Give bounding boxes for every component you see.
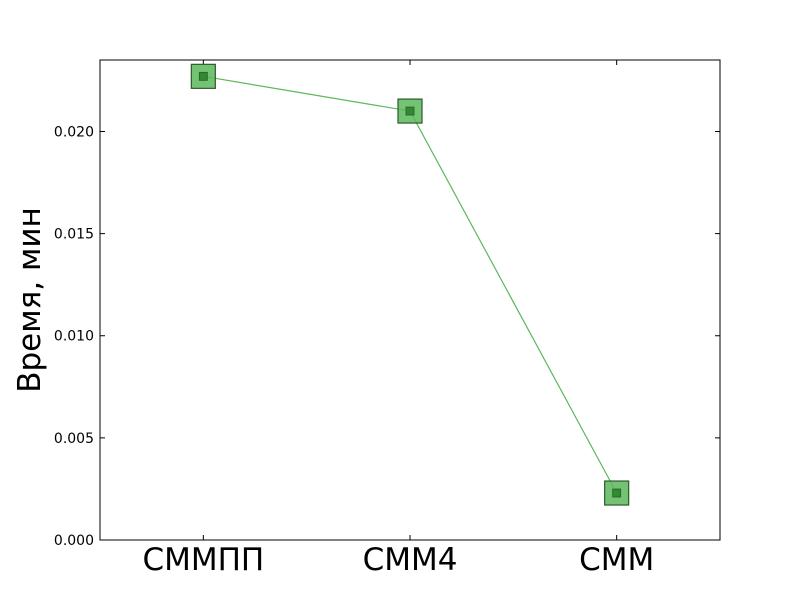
data-point-inner-marker: [612, 488, 622, 498]
x-axis-ticks: СММПП СММ4 СММ: [142, 60, 654, 578]
y-tick-label: 0.020: [54, 124, 94, 140]
y-tick-label: 0.000: [54, 533, 94, 549]
plot-frame: [99, 59, 721, 541]
x-tick-label: СММПП: [142, 542, 264, 578]
x-tick-label: СММ: [579, 542, 654, 578]
y-tick-label: 0.015: [54, 227, 94, 243]
series-group: [190, 63, 630, 506]
data-point-inner-marker: [198, 71, 208, 81]
data-point-inner-marker: [405, 106, 415, 116]
y-axis-ticks: 0.000 0.005 0.010 0.015 0.020: [54, 124, 720, 549]
y-tick-label: 0.010: [54, 329, 94, 345]
y-axis-label: Время, мин: [12, 207, 48, 393]
y-tick-label: 0.005: [54, 431, 94, 447]
x-tick-label: СММ4: [363, 542, 458, 578]
